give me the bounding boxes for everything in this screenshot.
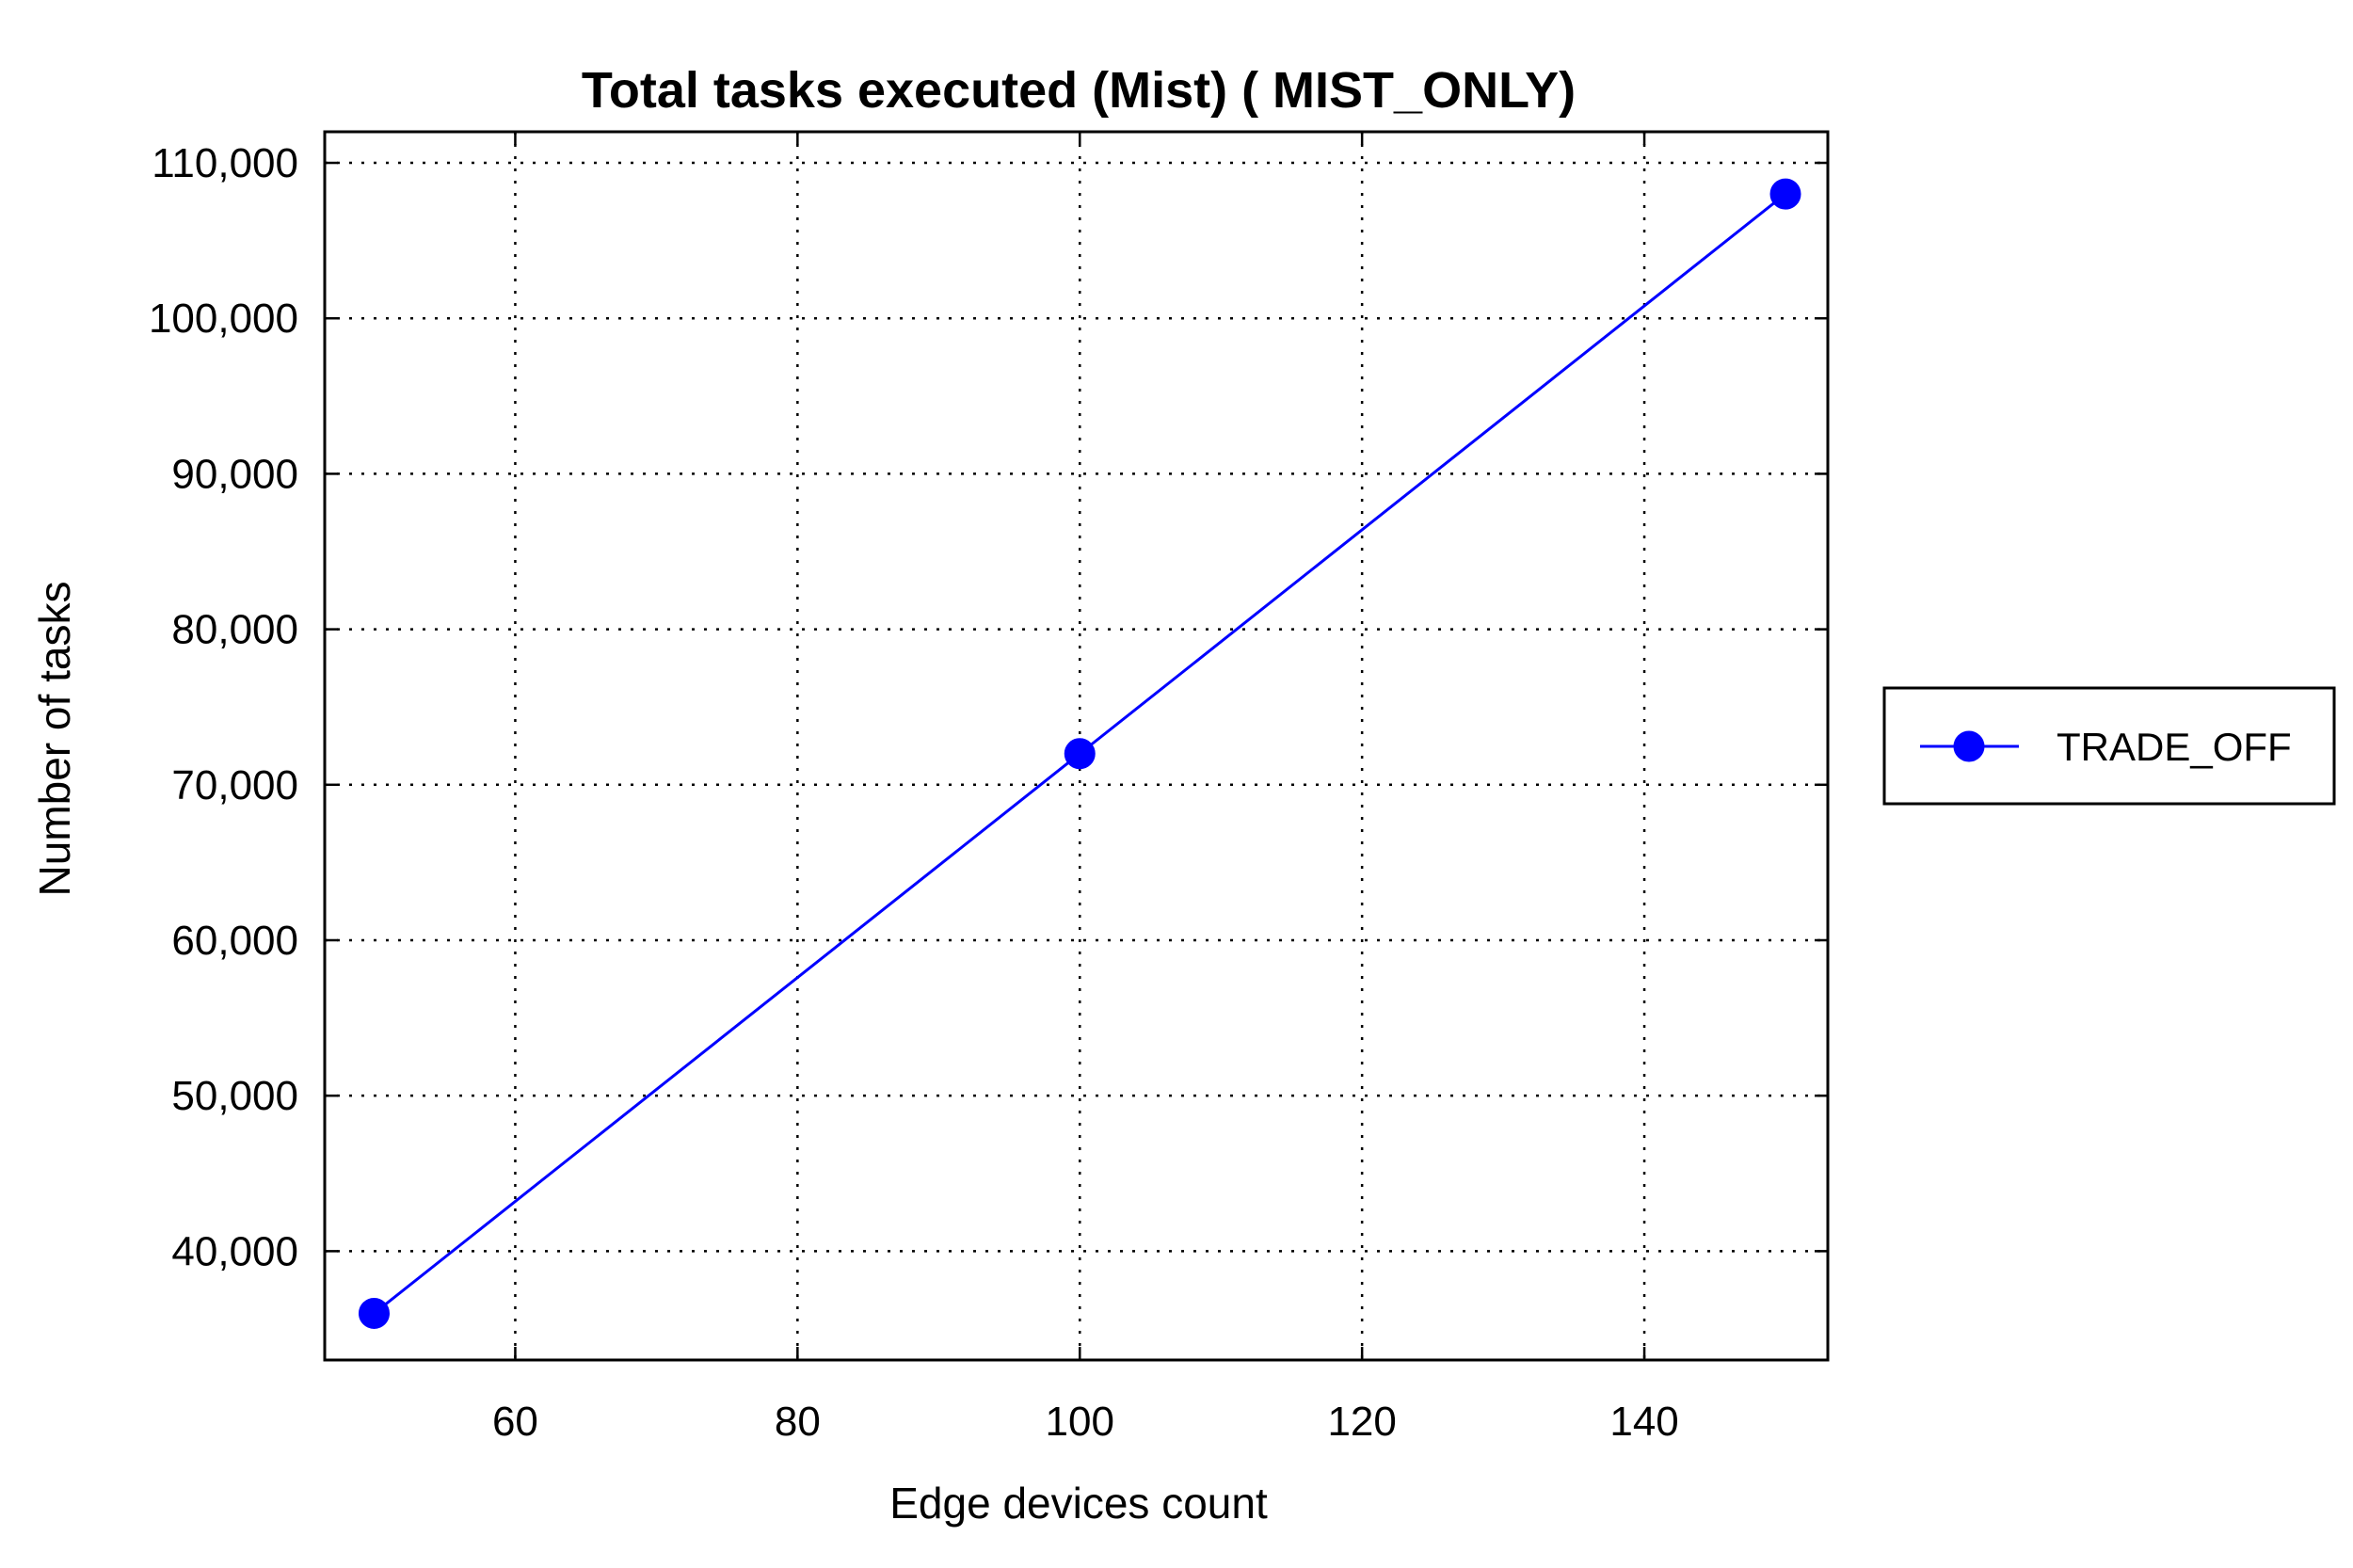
y-tick-label: 40,000 (171, 1228, 298, 1274)
x-tick-label: 100 (1046, 1399, 1114, 1445)
x-tick-label: 120 (1327, 1399, 1396, 1445)
x-tick-label: 80 (775, 1399, 821, 1445)
x-tick-label: 140 (1609, 1399, 1678, 1445)
data-point (358, 1297, 390, 1329)
legend[interactable]: TRADE_OFF (1882, 686, 2336, 806)
series-layer (358, 178, 1801, 1329)
y-tick-label: 100,000 (149, 296, 298, 342)
plot-frame (323, 130, 1830, 1362)
y-axis-label: Number of tasks (30, 582, 79, 897)
data-point (1064, 738, 1096, 770)
x-axis-label: Edge devices count (889, 1479, 1268, 1528)
y-tick-label: 50,000 (171, 1073, 298, 1119)
axes: 60 80 100 120 140 40,000 50,000 60,000 70,000 80,… (149, 132, 1828, 1445)
y-tick-label: 80,000 (171, 607, 298, 653)
x-tick-label: 60 (492, 1399, 538, 1445)
legend-marker (1953, 730, 1985, 762)
legend-label-trade-off: TRADE_OFF (2057, 725, 2292, 769)
y-tick-label: 110,000 (152, 140, 298, 186)
y-tick-label: 70,000 (171, 762, 298, 808)
y-tick-label: 90,000 (171, 451, 298, 497)
chart-title: Total tasks executed (Mist) ( MIST_ONLY) (582, 62, 1576, 119)
y-tick-label: 60,000 (171, 918, 298, 964)
data-point (1769, 178, 1801, 210)
